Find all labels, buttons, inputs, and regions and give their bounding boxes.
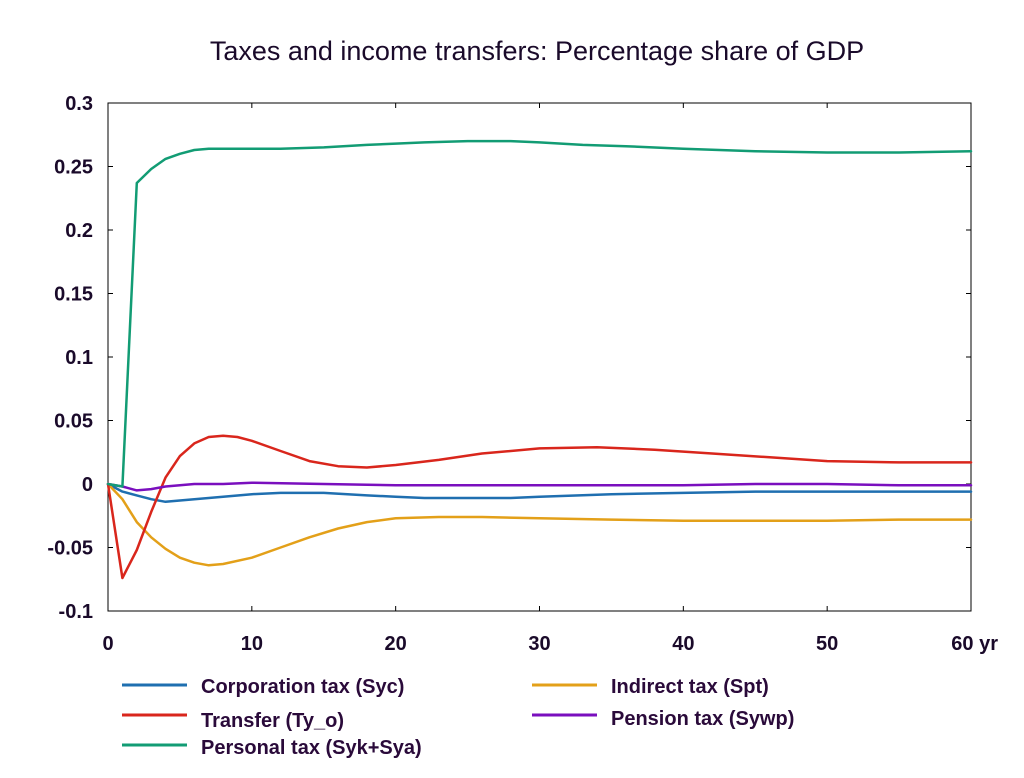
legend-label-3: Pension tax (Sywp): [611, 708, 794, 730]
x-tick-label: 10: [241, 633, 263, 655]
y-tick-label: 0.1: [65, 347, 93, 369]
legend: Corporation tax (Syc) Indirect tax (Spt) T…: [122, 676, 794, 759]
series-line-4: [106, 139, 973, 488]
y-tick-label: -0.1: [59, 601, 93, 623]
legend-label-1: Indirect tax (Spt): [611, 676, 769, 698]
x-tick-label: 40: [672, 633, 694, 655]
axis-ticks: -0.1 -0.05 0 0.05 0.1 0.15 0.2 0.25 0.3 0 10 20 30 40…: [47, 93, 998, 655]
x-tick-label: 30: [528, 633, 550, 655]
y-tick-label: -0.05: [47, 538, 93, 560]
series-lines: [106, 139, 973, 580]
x-tick-label: 0: [102, 633, 113, 655]
legend-label-4: Personal tax (Syk+Sya): [201, 737, 422, 759]
legend-label-0: Corporation tax (Syc): [201, 676, 404, 698]
y-tick-label: 0.2: [65, 220, 93, 242]
series-line-2: [106, 434, 973, 580]
y-tick-label: 0.25: [54, 157, 93, 179]
x-tick-label: 50: [816, 633, 838, 655]
x-tick-label: 60 yr: [951, 633, 998, 655]
series-line-3: [106, 481, 973, 492]
series-line-1: [106, 482, 973, 567]
y-tick-label: 0.05: [54, 411, 93, 433]
x-tick-label: 20: [385, 633, 407, 655]
y-tick-label: 0.15: [54, 284, 93, 306]
chart-title: Taxes and income transfers: Percentage s…: [210, 36, 864, 66]
y-tick-label: 0: [82, 474, 93, 496]
series-line-0: [106, 482, 973, 504]
legend-label-2: Transfer (Ty_o): [201, 710, 344, 732]
plot-area: [107, 102, 972, 612]
y-tick-label: 0.3: [65, 93, 93, 115]
